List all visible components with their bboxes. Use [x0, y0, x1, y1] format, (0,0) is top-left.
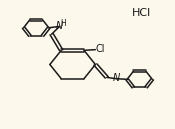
- Text: N: N: [56, 21, 64, 31]
- Text: H: H: [61, 19, 66, 28]
- Text: Cl: Cl: [96, 44, 105, 54]
- Text: N: N: [113, 73, 120, 83]
- Text: HCl: HCl: [132, 8, 151, 18]
